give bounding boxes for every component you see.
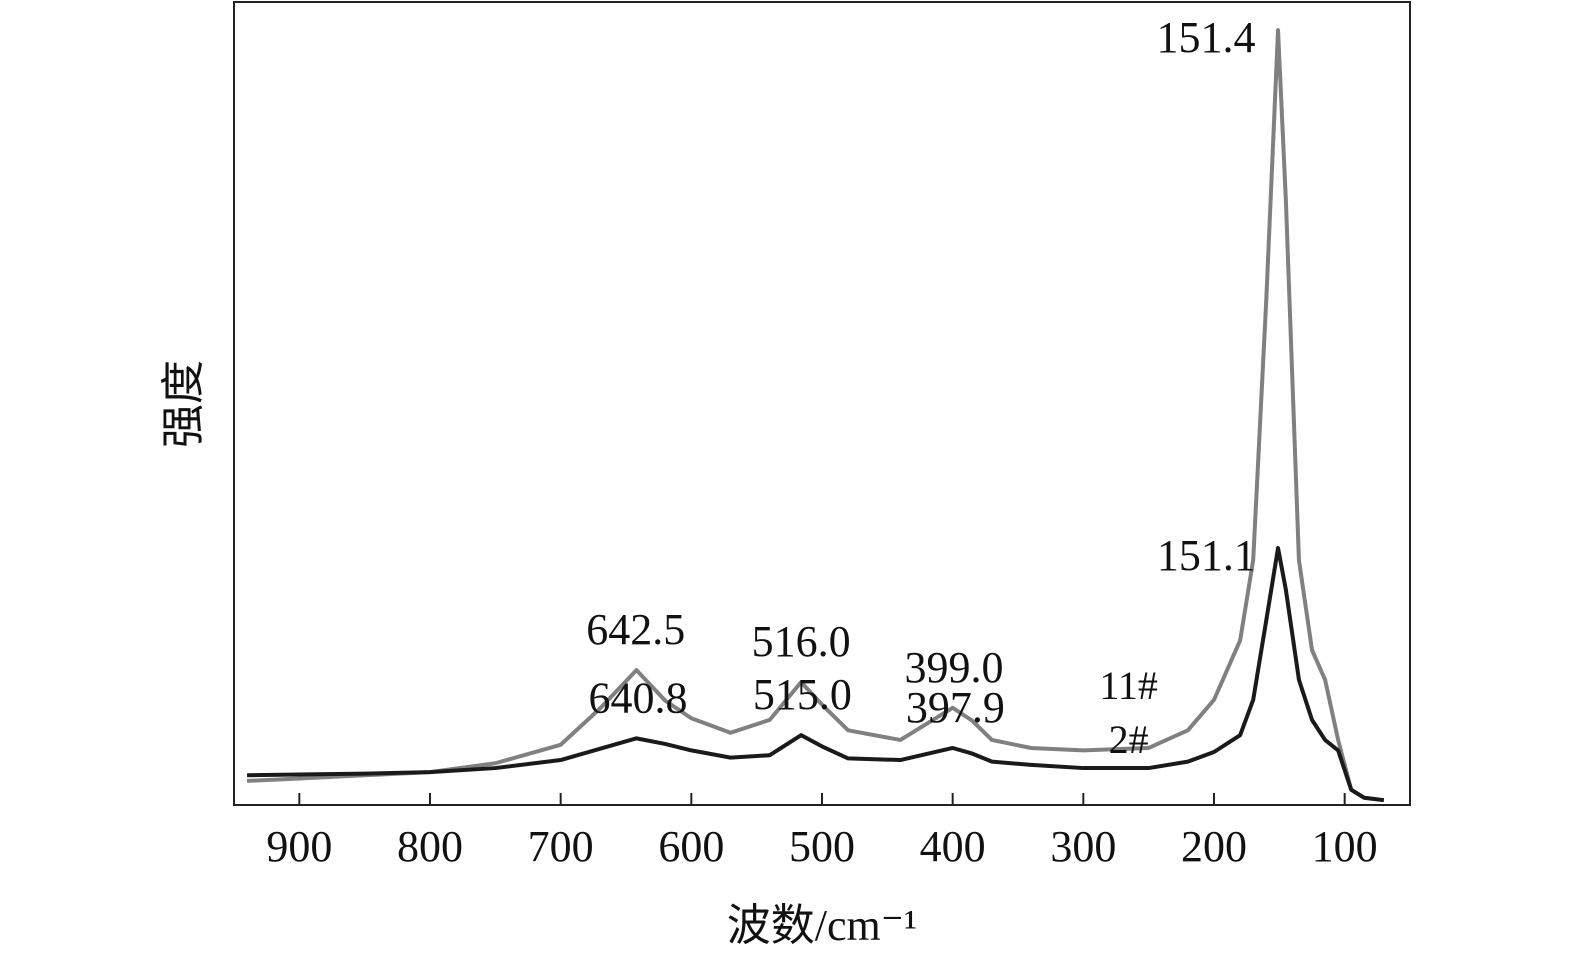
x-axis-title: 波数/cm⁻¹ (727, 901, 917, 950)
x-tick-label: 800 (397, 822, 463, 871)
peak-label: 640.8 (589, 673, 688, 722)
peak-label: 515.0 (753, 670, 852, 719)
x-tick-label: 300 (1050, 822, 1116, 871)
x-tick-label: 200 (1181, 822, 1247, 871)
legend-label: 2# (1109, 717, 1149, 762)
peak-label: 516.0 (752, 617, 851, 666)
y-axis-title: 强度 (159, 360, 208, 448)
peak-label: 151.1 (1157, 531, 1256, 580)
x-tick-label: 600 (658, 822, 724, 871)
peak-label: 642.5 (586, 605, 685, 654)
series-line (247, 546, 1385, 803)
x-tick-label: 500 (789, 822, 855, 871)
peak-label: 399.0 (904, 643, 1003, 692)
series-line (246, 28, 1385, 803)
legend-label: 11# (1099, 663, 1158, 708)
x-tick-label: 100 (1312, 822, 1378, 871)
peak-label: 397.9 (906, 683, 1005, 732)
x-tick-label: 400 (920, 822, 986, 871)
x-tick-label: 700 (528, 822, 594, 871)
x-tick-label: 900 (266, 822, 332, 871)
peak-label: 151.4 (1157, 13, 1256, 62)
